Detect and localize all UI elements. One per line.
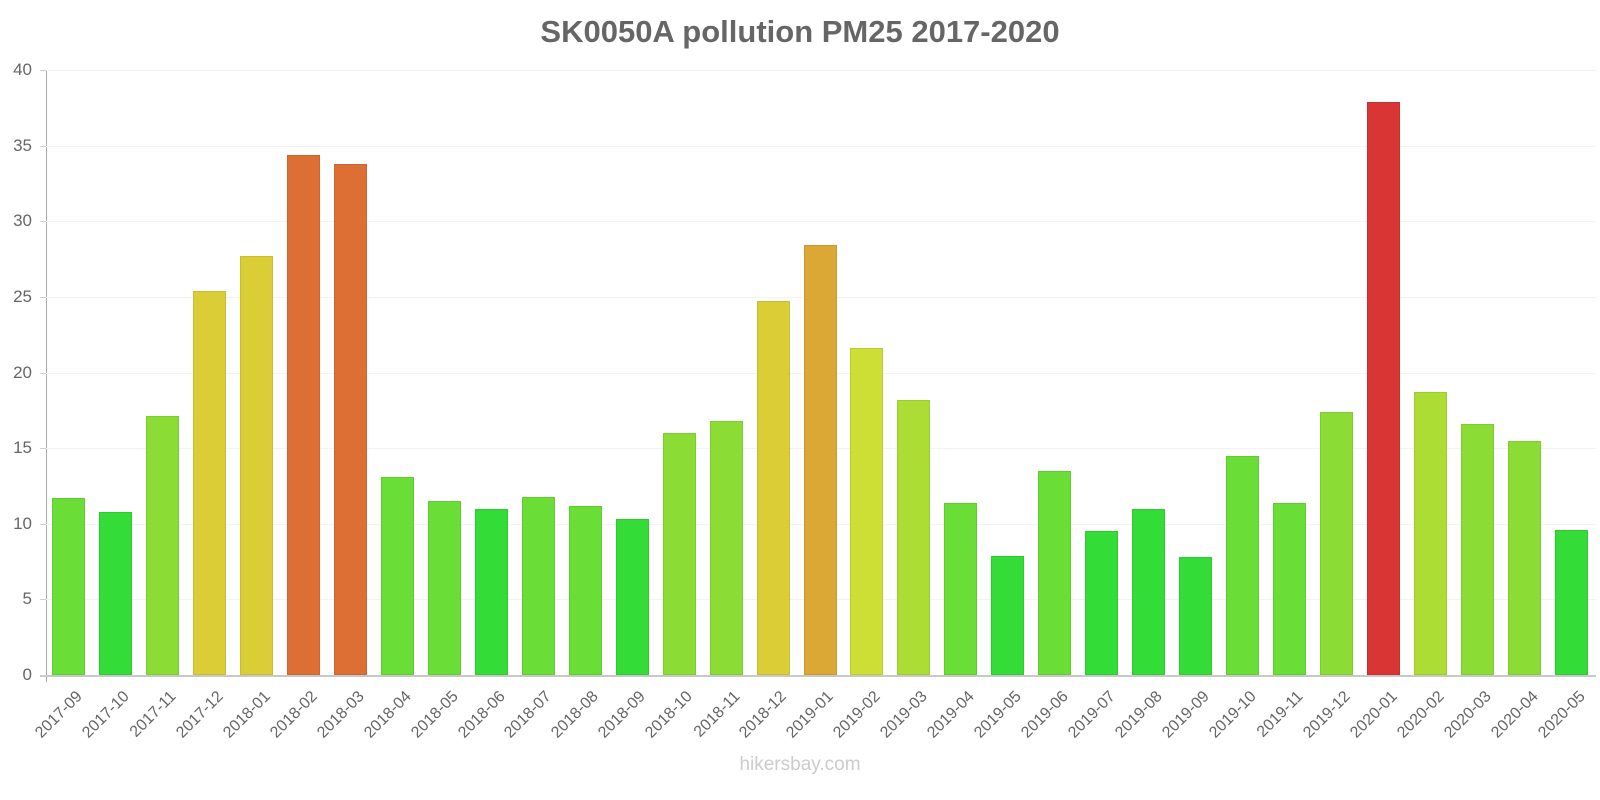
y-tick-mark — [40, 599, 46, 601]
x-tick-label: 2019-03 — [877, 688, 931, 742]
x-tick-label: 2018-07 — [501, 688, 556, 742]
x-tick-label: 2019-08 — [1112, 688, 1166, 742]
bar-2020-02[interactable] — [1414, 392, 1448, 675]
bar-2017-09[interactable] — [51, 498, 85, 675]
gridline — [46, 145, 1596, 147]
bar-2019-05[interactable] — [991, 555, 1025, 675]
x-tick-label: 2020-05 — [1534, 688, 1589, 742]
x-tick-label: 2019-07 — [1065, 688, 1119, 742]
x-tick-label: 2020-04 — [1488, 688, 1542, 742]
bar-2019-06[interactable] — [1038, 470, 1072, 675]
y-tick-mark — [40, 448, 46, 450]
x-tick-label: 2018-09 — [595, 688, 650, 742]
x-tick-label: 2018-11 — [690, 688, 744, 741]
x-tick-label: 2020-01 — [1347, 688, 1401, 742]
x-tick-label: 2018-03 — [313, 688, 368, 742]
y-tick-mark — [40, 145, 46, 147]
x-axis — [40, 675, 1596, 677]
gridline — [46, 221, 1596, 223]
y-tick-label: 20 — [13, 362, 32, 382]
bar-2019-10[interactable] — [1226, 455, 1260, 675]
plot-area: 0 5 10 15 20 25 30 35 40 2017-09 2017-10 2017-11 201… — [13, 60, 1596, 742]
chart-title: SK0050A pollution PM25 2017-2020 — [540, 14, 1060, 49]
x-tick-label: 2017-12 — [172, 688, 227, 742]
bar-2020-05[interactable] — [1555, 529, 1588, 675]
bar-2019-01[interactable] — [803, 245, 837, 675]
bar-2018-02[interactable] — [286, 154, 320, 675]
bar-2019-12[interactable] — [1320, 411, 1354, 675]
x-tick-label: 2019-09 — [1159, 688, 1213, 742]
y-tick-label: 10 — [13, 513, 32, 533]
x-tick-label: 2018-12 — [736, 688, 791, 742]
x-tick-label: 2017-10 — [78, 688, 133, 742]
bar-2019-09[interactable] — [1179, 557, 1213, 675]
bar-2017-10[interactable] — [98, 511, 132, 675]
x-tick-label: 2018-02 — [266, 688, 321, 742]
bar-2019-03[interactable] — [897, 399, 931, 675]
bar-2018-01[interactable] — [239, 256, 273, 675]
bar-2018-10[interactable] — [662, 433, 696, 675]
bar-2017-12[interactable] — [192, 290, 226, 675]
y-tick-label: 5 — [22, 589, 32, 609]
y-tick-label: 40 — [13, 60, 32, 79]
x-tick-label: 2020-03 — [1441, 688, 1495, 742]
bar-2020-04[interactable] — [1508, 440, 1542, 675]
bar-2019-08[interactable] — [1132, 508, 1166, 675]
x-tick-label: 2019-10 — [1206, 688, 1260, 742]
y-tick-mark — [40, 296, 46, 298]
bar-2018-06[interactable] — [474, 508, 508, 675]
bar-2018-04[interactable] — [380, 476, 414, 675]
bar-2020-03[interactable] — [1461, 423, 1495, 675]
y-tick-mark — [40, 70, 46, 71]
bar-2018-07[interactable] — [521, 496, 555, 675]
x-tick-label: 2019-01 — [783, 688, 838, 742]
y-tick-mark — [40, 675, 46, 676]
x-tick-label: 2017-09 — [31, 688, 86, 742]
bar-2018-08[interactable] — [568, 505, 602, 675]
x-tick-label: 2018-06 — [454, 688, 509, 742]
bar-2018-05[interactable] — [427, 501, 461, 675]
x-tick-label: 2019-11 — [1254, 688, 1307, 741]
x-tick-label: 2019-02 — [830, 688, 885, 742]
gridline — [46, 70, 1596, 71]
y-tick-label: 0 — [22, 665, 32, 684]
bar-2018-12[interactable] — [756, 301, 790, 675]
bar-2019-07[interactable] — [1085, 531, 1119, 675]
bar-2017-11[interactable] — [145, 416, 179, 675]
y-tick-mark — [40, 372, 46, 374]
y-tick-label: 35 — [13, 135, 32, 155]
y-tick-label: 25 — [13, 286, 32, 306]
x-tick-label: 2019-06 — [1018, 688, 1072, 742]
x-tick-label: 2018-04 — [360, 688, 415, 742]
bar-2018-03[interactable] — [333, 163, 367, 675]
y-tick-label: 15 — [13, 438, 32, 458]
bar-2019-02[interactable] — [850, 348, 884, 675]
x-tick-label: 2018-01 — [219, 688, 274, 742]
x-tick-label: 2020-02 — [1394, 688, 1448, 742]
x-tick-label: 2018-08 — [548, 688, 603, 742]
y-tick-mark — [40, 523, 46, 525]
y-tick-mark — [40, 221, 46, 223]
bar-2018-11[interactable] — [709, 420, 743, 675]
watermark: hikersbay.com — [739, 754, 861, 775]
bar-2020-01[interactable] — [1367, 101, 1401, 675]
x-tick-label: 2019-12 — [1300, 688, 1354, 742]
x-tick-label: 2019-04 — [924, 688, 978, 742]
bar-2019-11[interactable] — [1273, 502, 1307, 675]
x-tick-label: 2017-11 — [126, 688, 180, 741]
bar-2019-04[interactable] — [944, 502, 978, 675]
x-tick-label: 2018-05 — [407, 688, 462, 742]
bar-2018-09[interactable] — [615, 519, 649, 675]
x-tick-label: 2018-10 — [642, 688, 697, 742]
y-axis — [46, 70, 47, 682]
y-tick-label: 30 — [13, 211, 32, 231]
x-tick-label: 2019-05 — [971, 688, 1025, 742]
